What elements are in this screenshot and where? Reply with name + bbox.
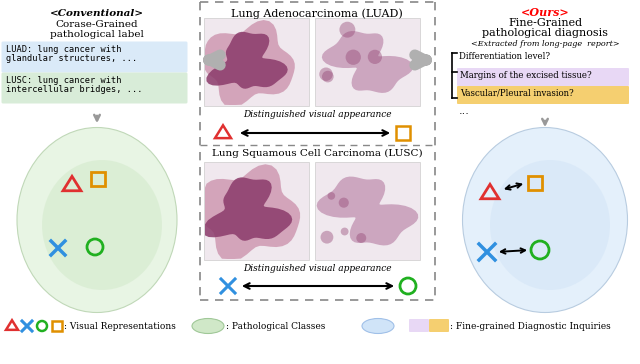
Circle shape [322,71,333,82]
Ellipse shape [42,160,162,290]
Text: pathological diagnosis: pathological diagnosis [482,28,608,38]
FancyBboxPatch shape [204,18,309,106]
Circle shape [321,231,333,244]
Polygon shape [205,20,295,105]
FancyBboxPatch shape [457,86,629,104]
Circle shape [368,50,382,64]
Circle shape [340,228,349,236]
FancyBboxPatch shape [1,72,188,103]
Circle shape [339,198,349,208]
Ellipse shape [362,318,394,333]
Circle shape [319,67,333,81]
FancyBboxPatch shape [409,319,429,332]
Text: Differentiation level?: Differentiation level? [459,52,550,61]
FancyBboxPatch shape [429,319,449,332]
Text: <Extracted from long-page  report>: <Extracted from long-page report> [470,40,620,48]
Bar [396,126,410,140]
Text: Distinguished visual appearance: Distinguished visual appearance [243,110,391,119]
Text: LUAD: lung cancer with: LUAD: lung cancer with [6,45,122,54]
Circle shape [339,22,355,37]
Bar [528,176,542,190]
Text: ...: ... [459,106,470,116]
Circle shape [356,233,366,243]
Polygon shape [317,177,418,245]
FancyBboxPatch shape [315,162,420,260]
Text: Lung Squamous Cell Carcinoma (LUSC): Lung Squamous Cell Carcinoma (LUSC) [212,149,422,158]
Text: Lung Adenocarcinoma (LUAD): Lung Adenocarcinoma (LUAD) [231,8,403,19]
Text: : Pathological Classes: : Pathological Classes [226,322,325,331]
Text: <Ours>: <Ours> [520,7,570,18]
Ellipse shape [192,318,224,333]
Text: Vascular/Pleural invasion?: Vascular/Pleural invasion? [460,89,573,98]
Polygon shape [205,177,292,241]
Bar [52,321,62,331]
FancyBboxPatch shape [457,68,629,86]
Ellipse shape [490,160,610,290]
Text: : Fine-grained Diagnostic Inquiries: : Fine-grained Diagnostic Inquiries [450,322,611,331]
Polygon shape [207,32,288,89]
Circle shape [328,192,335,200]
Bar [91,172,105,186]
Polygon shape [322,31,413,93]
Ellipse shape [463,127,627,313]
Text: Fine-Grained: Fine-Grained [508,18,582,28]
Polygon shape [205,164,300,259]
Text: : Visual Representations: : Visual Representations [64,322,176,331]
Text: intercellular bridges, ...: intercellular bridges, ... [6,85,143,94]
FancyBboxPatch shape [315,18,420,106]
FancyBboxPatch shape [1,41,188,72]
Text: glandular structures, ...: glandular structures, ... [6,54,137,63]
Text: pathological label: pathological label [50,30,144,39]
Ellipse shape [17,127,177,313]
Text: Distinguished visual appearance: Distinguished visual appearance [243,264,391,273]
Text: Margins of the excised tissue?: Margins of the excised tissue? [460,71,592,80]
Text: LUSC: lung cancer with: LUSC: lung cancer with [6,76,122,85]
FancyBboxPatch shape [204,162,309,260]
Text: Corase-Grained: Corase-Grained [56,20,138,29]
Circle shape [346,50,361,65]
Text: <Conventional>: <Conventional> [50,9,144,18]
